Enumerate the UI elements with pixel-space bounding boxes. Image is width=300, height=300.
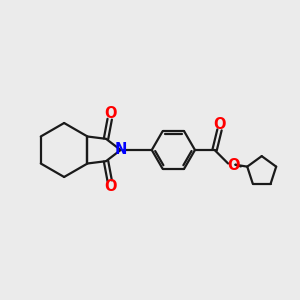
Text: O: O	[214, 117, 226, 132]
Text: O: O	[104, 106, 116, 121]
Text: N: N	[114, 142, 127, 158]
Text: O: O	[104, 179, 116, 194]
Text: O: O	[227, 158, 240, 173]
